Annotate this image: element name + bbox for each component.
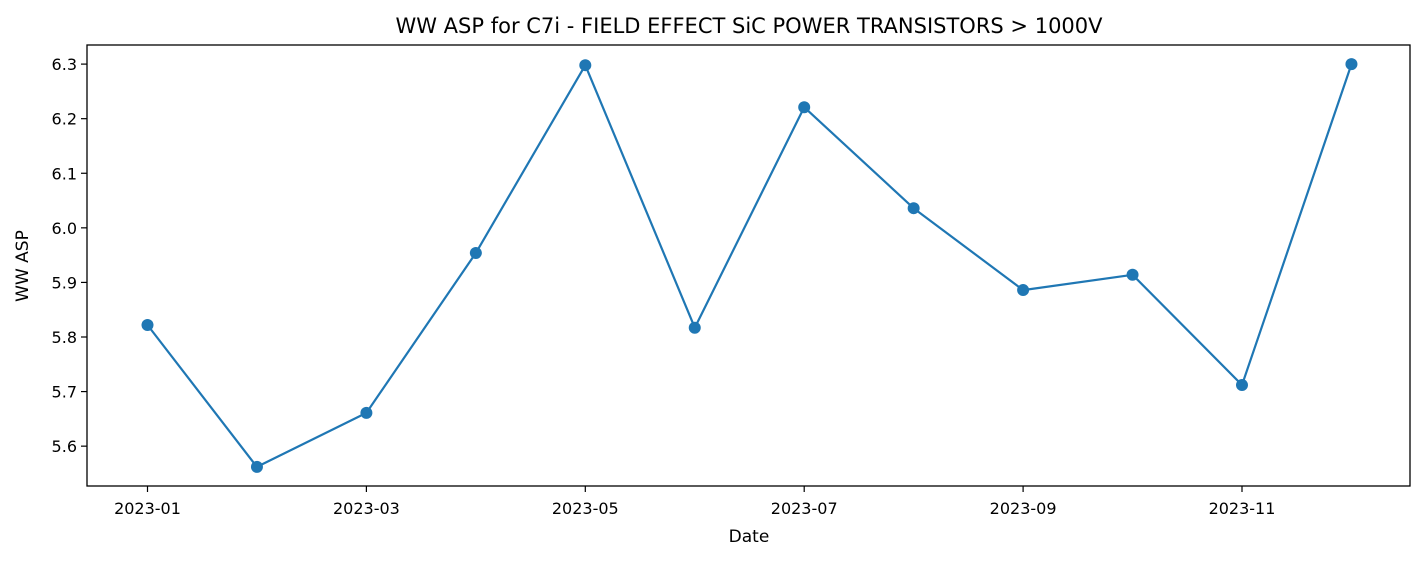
plot-area-frame [86, 44, 1411, 487]
chart-title: WW ASP for C7i - FIELD EFFECT SiC POWER … [395, 14, 1103, 38]
x-tick-label: 2023-09 [990, 499, 1057, 518]
y-tick-label: 6.0 [52, 219, 77, 238]
data-point [579, 59, 592, 72]
data-point [1126, 268, 1139, 281]
data-point [798, 101, 811, 114]
x-tick-label: 2023-03 [333, 499, 400, 518]
y-tick-label: 6.3 [52, 55, 77, 74]
y-tick-label: 5.9 [52, 273, 77, 292]
x-axis-label: Date [729, 527, 770, 547]
data-point [1236, 379, 1248, 392]
y-axis-label: WW ASP [13, 230, 33, 302]
y-tick-label: 5.6 [52, 437, 77, 456]
y-tick-label: 6.2 [52, 110, 77, 129]
x-axis-ticks: 2023-01 2023-03 2023-05 2023-07 2023-09 2023-… [114, 486, 1275, 518]
y-tick-label: 6.1 [52, 164, 77, 183]
data-points [141, 58, 1358, 473]
data-point [1017, 284, 1030, 297]
data-point [141, 318, 154, 331]
y-axis-ticks: 5.6 5.7 5.8 5.9 6.0 6.1 6.2 6.3 [52, 55, 87, 456]
y-tick-label: 5.7 [52, 383, 77, 402]
data-point [250, 460, 263, 473]
x-tick-label: 2023-05 [552, 499, 619, 518]
y-tick-label: 5.8 [52, 328, 77, 347]
data-point [360, 406, 373, 419]
data-point [688, 321, 701, 334]
data-point [907, 202, 920, 215]
data-point [1345, 58, 1358, 71]
x-tick-label: 2023-01 [114, 499, 181, 518]
series-line [146, 63, 1353, 468]
data-point [469, 246, 482, 259]
x-tick-label: 2023-11 [1209, 499, 1276, 518]
x-tick-label: 2023-07 [771, 499, 838, 518]
